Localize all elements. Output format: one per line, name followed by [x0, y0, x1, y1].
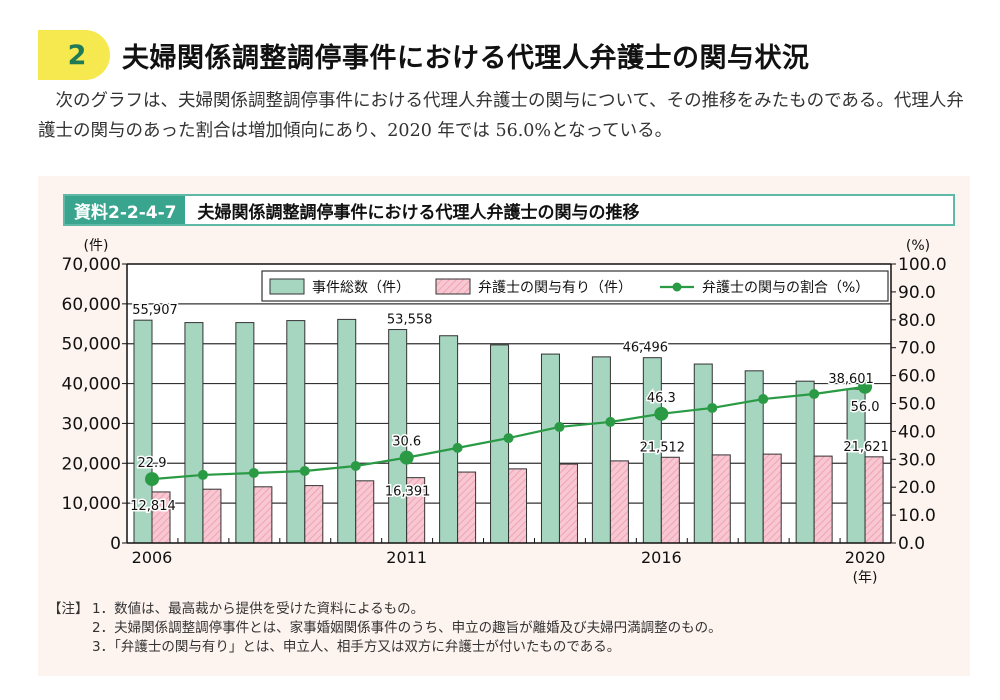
section-heading: 2 夫婦関係調整調停事件における代理人弁護士の関与状況	[38, 30, 810, 80]
data-label: 38,601	[828, 372, 874, 387]
intro-paragraph: 次のグラフは、夫婦関係調整調停事件における代理人弁護士の関与について、その推移を…	[38, 91, 964, 141]
data-label: 53,558	[387, 313, 433, 328]
y-tick-label-left: 10,000	[62, 494, 121, 514]
x-tick-label: 2020	[845, 548, 886, 567]
y-tick-label-right: 90.0	[898, 283, 936, 303]
data-label: 21,621	[843, 440, 889, 455]
figure-header: 資料2-2-4-7 夫婦関係調整調停事件における代理人弁護士の関与の推移	[63, 194, 955, 226]
x-tick-label: 2006	[132, 548, 173, 567]
bar-lawyer-involved	[202, 488, 222, 544]
legend-swatch-ratio-marker	[672, 282, 682, 292]
y-tick-label-right: 0.0	[898, 534, 925, 554]
bar-lawyer-involved	[304, 485, 324, 544]
data-label: 56.0	[851, 400, 880, 415]
bar-lawyer-involved	[508, 468, 528, 544]
legend-swatch-lawyer-involved	[435, 278, 471, 295]
y-axis-label-left: (件)	[84, 238, 109, 254]
data-label: 55,907	[132, 303, 178, 318]
bar-total-cases	[693, 363, 713, 544]
x-tick-label: 2016	[641, 548, 682, 567]
legend-swatch-total-cases	[269, 278, 305, 295]
bar-lawyer-involved	[253, 486, 273, 544]
y-tick-label-left: 30,000	[62, 414, 121, 434]
y-tick-label-left: 60,000	[62, 295, 121, 315]
ratio-marker	[809, 389, 820, 400]
ratio-marker	[758, 394, 769, 405]
figure-title: 夫婦関係調整調停事件における代理人弁護士の関与の推移	[197, 202, 640, 223]
legend-label-total-cases: 事件総数（件）	[312, 280, 410, 296]
note-item: 1．数値は、最高裁から提供を受けた資料によるもの。	[92, 601, 425, 617]
ratio-marker	[554, 421, 565, 432]
notes: 【注】 1．数値は、最高裁から提供を受けた資料によるもの。 2．夫婦関係調整調停事…	[48, 600, 722, 657]
data-label: 16,391	[385, 485, 431, 500]
bar-total-cases	[337, 318, 357, 544]
y-tick-label-right: 60.0	[898, 367, 936, 387]
ratio-marker	[452, 442, 463, 453]
y-tick-label-right: 40.0	[898, 422, 936, 442]
x-tick-label: 2011	[386, 548, 427, 567]
legend-label-lawyer-involved: 弁護士の関与有り（件）	[478, 280, 632, 296]
bar-total-cases	[235, 322, 255, 544]
note-item: 2．夫婦関係調整調停事件とは、家事婚姻関係事件のうち、申立の趣旨が離婚及び夫婦円…	[92, 620, 722, 636]
bar-lawyer-involved	[609, 460, 629, 544]
bar-total-cases	[540, 353, 560, 544]
y-tick-label-left: 50,000	[62, 335, 121, 355]
ratio-marker	[299, 466, 310, 477]
bar-lawyer-involved	[660, 456, 680, 544]
bar-lawyer-involved	[558, 463, 578, 544]
ratio-marker	[654, 406, 669, 421]
bar-lawyer-involved	[711, 454, 731, 544]
data-label: 22.9	[138, 456, 167, 471]
bar-lawyer-involved	[457, 471, 477, 544]
bar-lawyer-involved	[355, 480, 375, 544]
bar-lawyer-involved	[762, 453, 782, 544]
y-tick-label-right: 100.0	[898, 255, 947, 275]
bar-lawyer-involved	[813, 455, 833, 544]
bar-lawyer-involved	[864, 456, 884, 544]
y-tick-label-right: 20.0	[898, 478, 936, 498]
bar-total-cases	[286, 320, 306, 544]
bar-total-cases	[439, 335, 459, 544]
section-title: 夫婦関係調整調停事件における代理人弁護士の関与状況	[122, 42, 810, 74]
ratio-marker	[605, 416, 616, 427]
ratio-marker	[503, 433, 514, 444]
note-item: 3．「弁護士の関与有り」とは、申立人、相手方又は双方に弁護士が付いたものである。	[92, 639, 621, 655]
ratio-marker	[858, 379, 873, 394]
legend	[261, 270, 889, 302]
figure-id-badge: 資料2-2-4-7	[65, 196, 186, 224]
y-tick-label-right: 30.0	[898, 450, 936, 470]
section-number-badge: 2	[38, 30, 110, 80]
data-label: 46,496	[623, 341, 669, 356]
data-label: 46.3	[647, 391, 676, 406]
data-label: 12,814	[130, 499, 176, 514]
x-axis-label: (年)	[853, 570, 878, 586]
data-label: 30.6	[392, 435, 421, 450]
data-label: 21,512	[640, 440, 686, 455]
y-tick-label-left: 0	[110, 534, 121, 554]
bar-total-cases	[184, 322, 204, 544]
ratio-marker	[399, 450, 414, 465]
legend-label-ratio: 弁護士の関与の割合（%）	[702, 279, 869, 296]
ratio-marker	[197, 469, 208, 480]
y-tick-label-right: 70.0	[898, 339, 936, 359]
y-tick-label-right: 80.0	[898, 311, 936, 331]
bar-total-cases	[795, 380, 815, 544]
y-tick-label-left: 40,000	[62, 375, 121, 395]
ratio-marker	[707, 402, 718, 413]
ratio-marker	[350, 460, 361, 471]
y-tick-label-left: 70,000	[62, 255, 121, 275]
ratio-marker	[145, 472, 159, 487]
y-tick-label-right: 50.0	[898, 395, 936, 415]
notes-label: 【注】	[48, 601, 89, 617]
ratio-marker	[248, 467, 259, 478]
bar-total-cases	[490, 344, 510, 544]
y-axis-label-right: (%)	[906, 238, 930, 254]
y-tick-label-right: 10.0	[898, 506, 936, 526]
y-tick-label-left: 20,000	[62, 454, 121, 474]
bar-total-cases	[591, 356, 611, 544]
